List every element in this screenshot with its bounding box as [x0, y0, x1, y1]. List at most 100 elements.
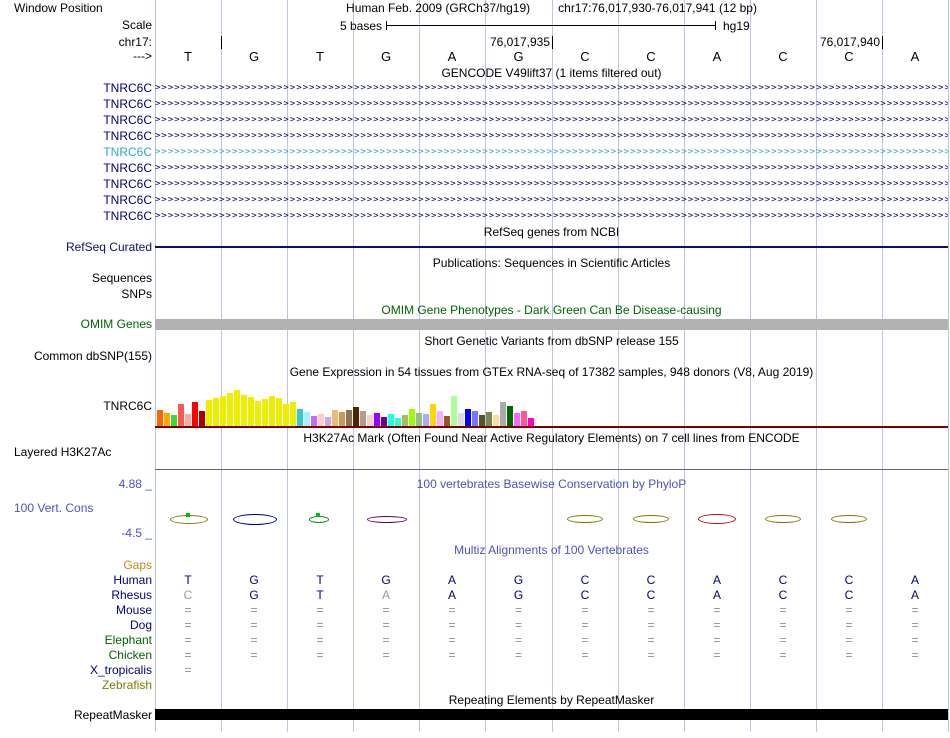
alignment-cell[interactable]: = [647, 618, 655, 632]
gencode-transcript-row[interactable]: >>>>>>>>>>>>>>>>>>>>>>>>>>>>>>>>>>>>>>>>… [155, 163, 948, 173]
alignment-cell[interactable]: = [647, 603, 655, 617]
gtex-expression-bar[interactable] [227, 393, 233, 426]
alignment-cell[interactable]: A [447, 573, 456, 587]
gencode-gene-label[interactable]: TNRC6C [103, 193, 152, 207]
phylop-header[interactable]: 100 vertebrates Basewise Conservation by… [416, 477, 687, 491]
species-label-x_tropicalis[interactable]: X_tropicalis [89, 663, 152, 677]
gencode-transcript-row[interactable]: >>>>>>>>>>>>>>>>>>>>>>>>>>>>>>>>>>>>>>>>… [155, 131, 948, 141]
gtex-expression-bar[interactable] [297, 409, 303, 426]
gencode-gene-label[interactable]: TNRC6C [103, 209, 152, 223]
gtex-expression-bar[interactable] [430, 404, 436, 426]
gtex-gene-label[interactable]: TNRC6C [103, 399, 152, 413]
alignment-cell[interactable]: = [316, 618, 324, 632]
gtex-expression-bar[interactable] [192, 402, 198, 426]
gtex-expression-bar[interactable] [402, 415, 408, 426]
gtex-expression-bar[interactable] [472, 411, 478, 426]
alignment-cell[interactable]: = [514, 648, 522, 662]
gtex-expression-bar[interactable] [304, 412, 310, 426]
gencode-gene-label[interactable]: TNRC6C [103, 129, 152, 143]
refseq-curated-label[interactable]: RefSeq Curated [65, 240, 152, 254]
gencode-gene-label[interactable]: TNRC6C [103, 161, 152, 175]
phylop-conservation-mark[interactable] [698, 514, 736, 524]
gtex-expression-bar[interactable] [262, 399, 268, 426]
gtex-expression-bar[interactable] [325, 417, 331, 426]
gtex-expression-bar[interactable] [416, 413, 422, 426]
gtex-expression-bar[interactable] [409, 409, 415, 426]
gtex-expression-bar[interactable] [185, 414, 191, 426]
alignment-cell[interactable]: = [382, 618, 390, 632]
alignment-cell[interactable]: = [845, 618, 853, 632]
alignment-cell[interactable]: = [845, 603, 853, 617]
gencode-transcript-row[interactable]: >>>>>>>>>>>>>>>>>>>>>>>>>>>>>>>>>>>>>>>>… [155, 179, 948, 189]
alignment-cell[interactable]: C [844, 588, 854, 602]
alignment-cell[interactable]: = [779, 648, 787, 662]
alignment-cell[interactable]: = [382, 603, 390, 617]
alignment-cell[interactable]: = [911, 603, 919, 617]
refseq-curated-track[interactable] [155, 246, 948, 248]
gtex-expression-bar[interactable] [178, 404, 184, 426]
alignment-cell[interactable]: = [184, 633, 192, 647]
alignment-cell[interactable]: = [581, 603, 589, 617]
alignment-cell[interactable]: = [316, 633, 324, 647]
alignment-cell[interactable]: = [250, 633, 258, 647]
alignment-cell[interactable]: A [447, 588, 456, 602]
sequences-label[interactable]: Sequences [91, 271, 152, 285]
h3k27ac-header[interactable]: H3K27Ac Mark (Often Found Near Active Re… [303, 431, 800, 445]
alignment-cell[interactable]: C [778, 588, 788, 602]
alignment-cell[interactable]: = [448, 648, 456, 662]
gtex-expression-bar[interactable] [507, 406, 513, 426]
alignment-cell[interactable]: T [184, 573, 192, 587]
gtex-expression-bar[interactable] [521, 411, 527, 426]
species-label-mouse[interactable]: Mouse [115, 603, 152, 617]
alignment-cell[interactable]: A [381, 588, 390, 602]
alignment-cell[interactable]: A [712, 588, 721, 602]
phylop-conservation-mark[interactable] [567, 515, 603, 523]
alignment-cell[interactable]: G [513, 588, 524, 602]
gtex-expression-bar[interactable] [367, 415, 373, 426]
gtex-expression-bar[interactable] [332, 410, 338, 426]
omim-genes-label[interactable]: OMIM Genes [80, 317, 152, 331]
repeatmasker-label[interactable]: RepeatMasker [73, 708, 152, 722]
snps-label[interactable]: SNPs [121, 287, 152, 301]
alignment-cell[interactable]: = [316, 603, 324, 617]
phylop-conservation-mark[interactable] [233, 513, 277, 525]
alignment-cell[interactable]: C [580, 588, 590, 602]
gencode-gene-label[interactable]: TNRC6C [103, 145, 152, 159]
phylop-conservation-mark[interactable] [831, 515, 867, 523]
repeatmasker-header[interactable]: Repeating Elements by RepeatMasker [448, 693, 655, 707]
gtex-expression-bar[interactable] [311, 416, 317, 426]
gtex-expression-bar[interactable] [458, 413, 464, 426]
gtex-expression-bar[interactable] [479, 415, 485, 426]
alignment-cell[interactable]: = [250, 603, 258, 617]
alignment-cell[interactable]: = [184, 603, 192, 617]
h3k27ac-label[interactable]: Layered H3K27Ac [14, 445, 112, 459]
gtex-expression-bar[interactable] [234, 390, 240, 426]
alignment-cell[interactable]: C [646, 573, 656, 587]
gtex-expression-bar[interactable] [318, 414, 324, 426]
gtex-expression-bar[interactable] [171, 415, 177, 426]
gencode-gene-label[interactable]: TNRC6C [103, 177, 152, 191]
gtex-expression-bar[interactable] [339, 412, 345, 426]
gencode-gene-label[interactable]: TNRC6C [103, 81, 152, 95]
gtex-expression-bar[interactable] [360, 411, 366, 426]
gtex-expression-bar[interactable] [213, 398, 219, 426]
alignment-cell[interactable]: G [249, 588, 259, 602]
gtex-expression-bar[interactable] [164, 413, 170, 426]
gtex-expression-bar[interactable] [346, 410, 352, 426]
species-label-human[interactable]: Human [113, 573, 152, 587]
alignment-cell[interactable]: = [382, 633, 390, 647]
gencode-header[interactable]: GENCODE V49lift37 (1 items filtered out) [441, 66, 662, 80]
alignment-cell[interactable]: = [250, 618, 258, 632]
refseq-header[interactable]: RefSeq genes from NCBI [483, 225, 620, 239]
alignment-cell[interactable]: = [514, 633, 522, 647]
alignment-cell[interactable]: G [513, 573, 524, 587]
phylop-conservation-mark[interactable] [633, 515, 669, 523]
gtex-expression-bar[interactable] [241, 395, 247, 426]
alignment-cell[interactable]: A [910, 588, 919, 602]
alignment-cell[interactable]: = [514, 603, 522, 617]
alignment-cell[interactable]: G [249, 573, 259, 587]
alignment-cell[interactable]: = [845, 648, 853, 662]
gtex-expression-bar[interactable] [374, 413, 380, 426]
species-label-dog[interactable]: Dog [129, 618, 152, 632]
alignment-cell[interactable]: = [779, 633, 787, 647]
